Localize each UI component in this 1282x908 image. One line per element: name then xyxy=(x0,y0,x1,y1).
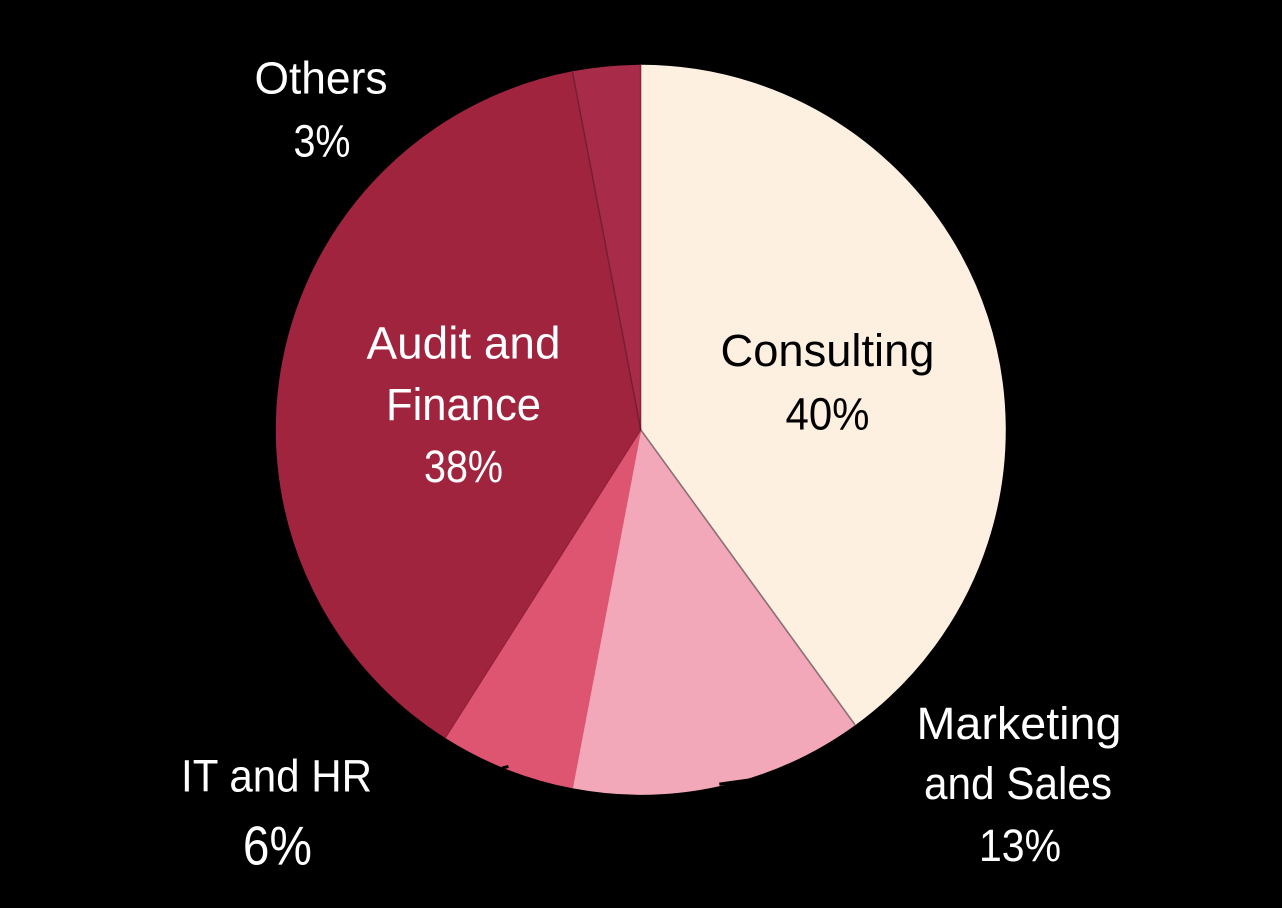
svg-text:13%: 13% xyxy=(979,820,1061,871)
svg-text:and Sales: and Sales xyxy=(924,758,1112,809)
svg-text:IT and HR: IT and HR xyxy=(181,750,372,801)
svg-text:38%: 38% xyxy=(424,441,503,492)
svg-text:40%: 40% xyxy=(786,389,870,440)
svg-text:6%: 6% xyxy=(243,816,312,877)
svg-text:Consulting: Consulting xyxy=(721,325,935,376)
svg-text:3%: 3% xyxy=(294,115,351,166)
svg-text:Marketing: Marketing xyxy=(917,698,1122,749)
svg-text:Others: Others xyxy=(255,53,388,104)
svg-text:Finance: Finance xyxy=(386,379,541,430)
svg-text:Audit and: Audit and xyxy=(367,317,561,368)
